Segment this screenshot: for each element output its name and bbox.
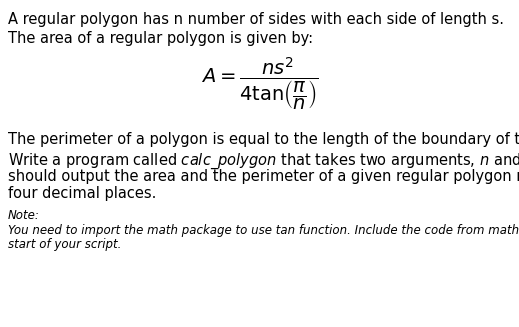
Text: should output the area and the perimeter of a given regular polygon rounded-off : should output the area and the perimeter… [8,169,519,184]
Text: The area of a regular polygon is given by:: The area of a regular polygon is given b… [8,31,313,46]
Text: four decimal places.: four decimal places. [8,186,156,201]
Text: Note:: Note: [8,209,40,222]
Text: The perimeter of a polygon is equal to the length of the boundary of the polygon: The perimeter of a polygon is equal to t… [8,132,519,147]
Text: You need to import the math package to use tan function. Include the code from m: You need to import the math package to u… [8,224,519,237]
Text: $A = \dfrac{ns^2}{4\tan\!\left(\dfrac{\pi}{n}\right)}$: $A = \dfrac{ns^2}{4\tan\!\left(\dfrac{\p… [201,55,319,112]
Text: Write a program called $\mathit{calc\_polygon}$ that takes two arguments, $\math: Write a program called $\mathit{calc\_po… [8,152,519,171]
Text: start of your script.: start of your script. [8,238,121,251]
Text: A regular polygon has n number of sides with each side of length s.: A regular polygon has n number of sides … [8,12,504,27]
